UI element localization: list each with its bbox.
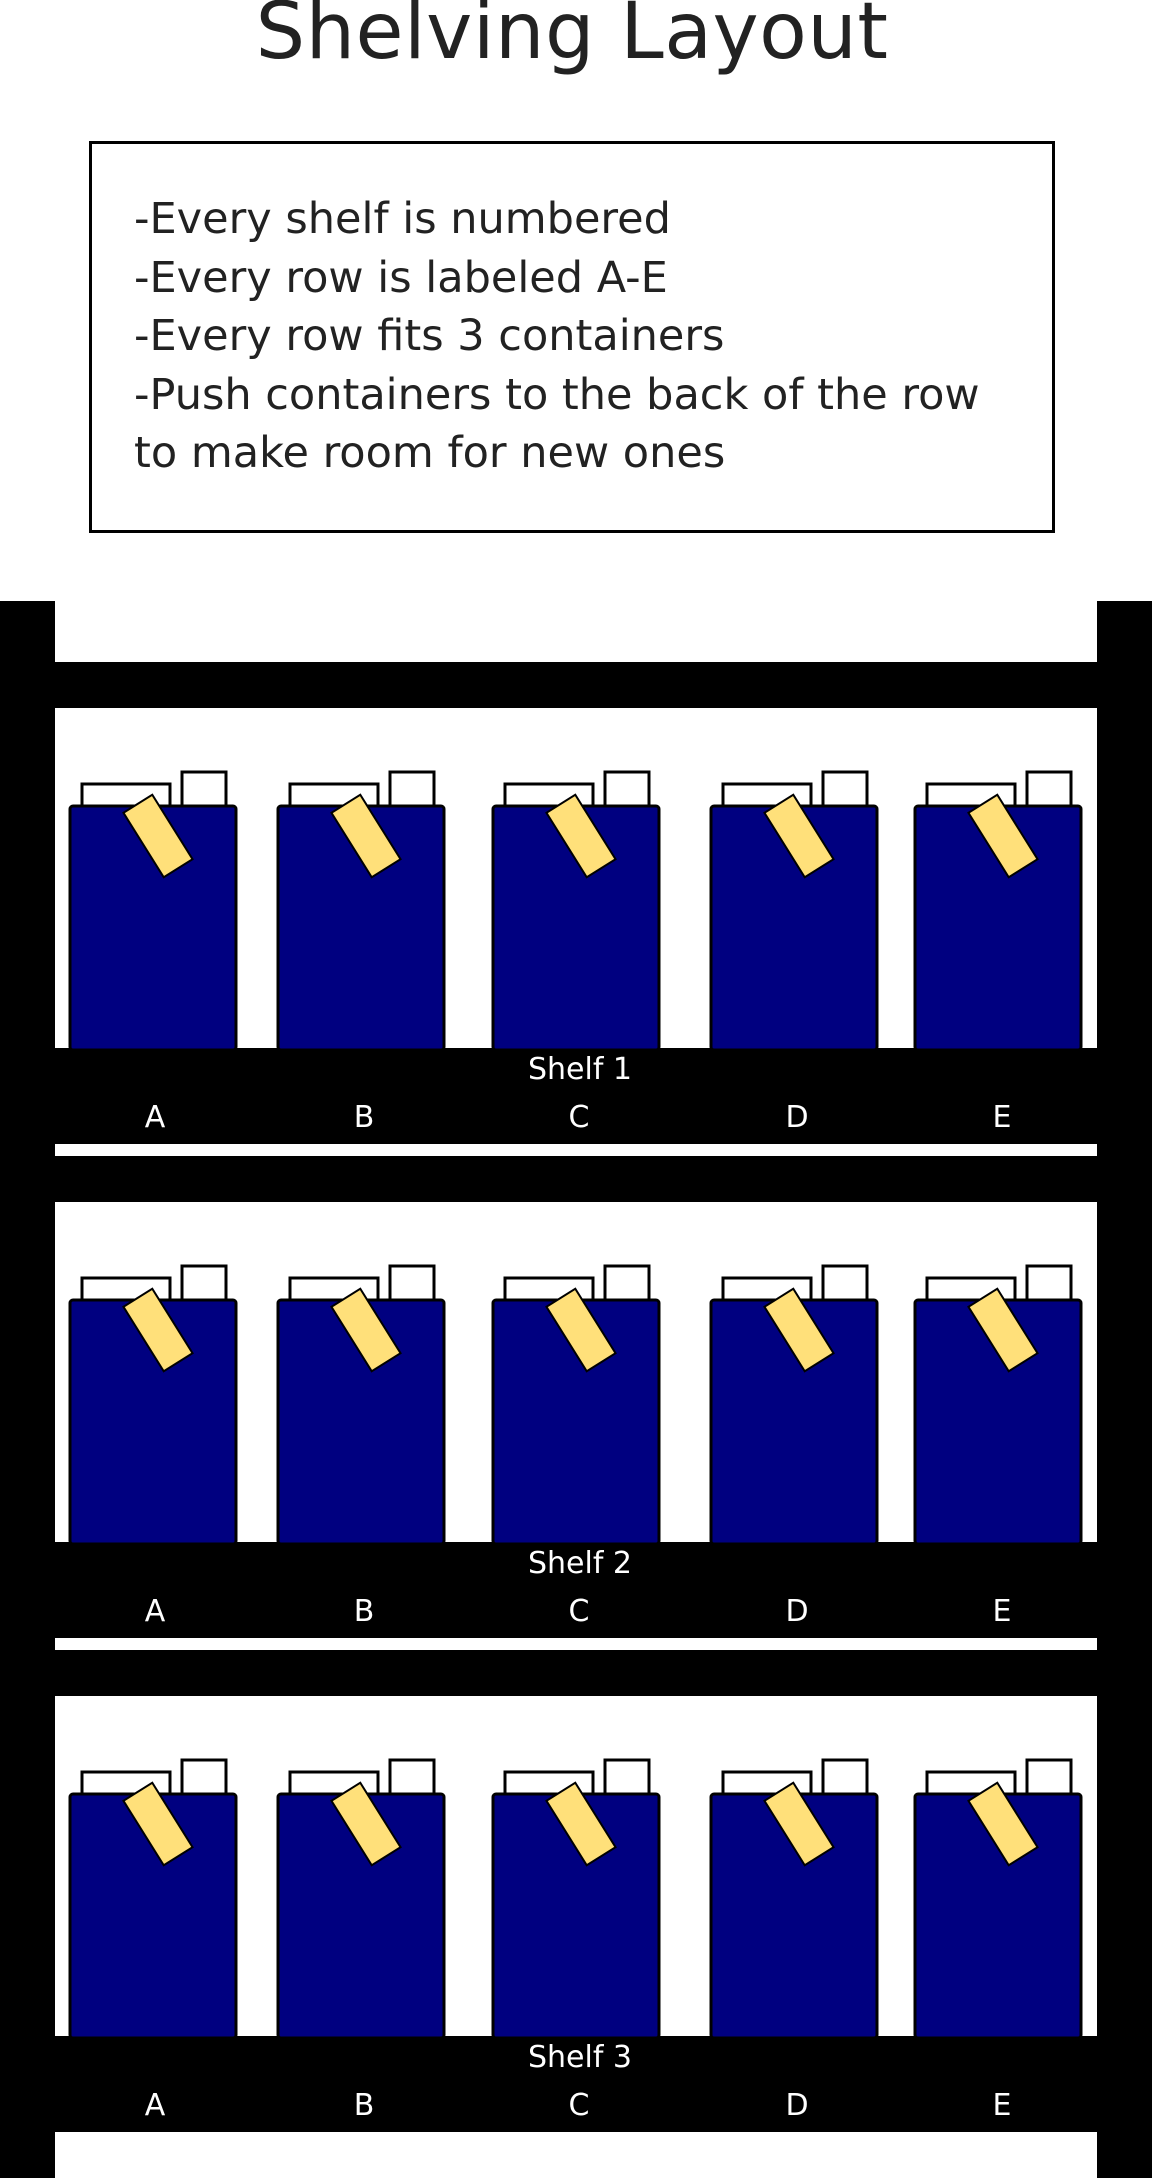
lid-tab-right [603, 1264, 651, 1302]
yellow-label-tag-icon [545, 793, 617, 879]
row-label-B: B [354, 1100, 375, 1135]
lid-tab-right [603, 1758, 651, 1796]
container-C [491, 1758, 661, 2040]
lid-tab-right [388, 1758, 436, 1796]
rule-item: -Every row fits 3 containers [134, 311, 725, 361]
yellow-label-tag-icon [967, 1287, 1039, 1373]
lid-tab-right [603, 770, 651, 808]
row-label-C: C [569, 1100, 590, 1135]
yellow-label-tag-icon [763, 1781, 835, 1867]
lid-tab-right [1025, 770, 1073, 808]
shelf-3: Shelf 3 A B C D E [55, 1650, 1097, 2132]
row-label-E: E [993, 2088, 1012, 2123]
container-A [68, 770, 238, 1052]
shelf-1: Shelf 1 A B C D E [55, 662, 1097, 1144]
container-E [913, 770, 1083, 1052]
row-label-A: A [145, 2088, 166, 2123]
yellow-label-tag-icon [330, 793, 402, 879]
shelf-label: Shelf 3 [528, 2040, 632, 2075]
lid-tab-right [180, 1758, 228, 1796]
page-title: Shelving Layout [255, 0, 889, 77]
lid-tab-right [821, 1758, 869, 1796]
shelf-base-beam [55, 1542, 1097, 1638]
row-label-C: C [569, 2088, 590, 2123]
rule-item: -Every row is labeled A-E [134, 252, 668, 303]
right-post [1097, 601, 1152, 2178]
yellow-label-tag-icon [763, 1287, 835, 1373]
row-label-A: A [145, 1100, 166, 1135]
row-label-D: D [785, 1594, 808, 1629]
rule-item: -Push containers to the back of the row [134, 369, 980, 420]
left-post [0, 601, 55, 2178]
container-D [709, 1758, 879, 2040]
lid-tab-right [388, 1264, 436, 1302]
lid-tab-right [388, 770, 436, 808]
row-label-C: C [569, 1594, 590, 1629]
container-C [491, 770, 661, 1052]
row-label-A: A [145, 1594, 166, 1629]
yellow-label-tag-icon [545, 1287, 617, 1373]
shelf-base-beam [55, 2036, 1097, 2132]
container-B [276, 770, 446, 1052]
container-C [491, 1264, 661, 1546]
shelf-label: Shelf 2 [528, 1546, 632, 1581]
yellow-label-tag-icon [967, 1781, 1039, 1867]
container-D [709, 1264, 879, 1546]
container-A [68, 1758, 238, 2040]
row-label-E: E [993, 1594, 1012, 1629]
rules-list: -Every shelf is numbered -Every row is l… [134, 190, 980, 483]
row-label-D: D [785, 1100, 808, 1135]
lid-tab-right [1025, 1758, 1073, 1796]
container-E [913, 1758, 1083, 2040]
yellow-label-tag-icon [545, 1781, 617, 1867]
yellow-label-tag-icon [763, 793, 835, 879]
shelf-base-beam [55, 1048, 1097, 1144]
row-label-B: B [354, 1594, 375, 1629]
row-label-B: B [354, 2088, 375, 2123]
lid-tab-right [821, 770, 869, 808]
lid-tab-right [180, 770, 228, 808]
lid-tab-right [180, 1264, 228, 1302]
yellow-label-tag-icon [122, 793, 194, 879]
yellow-label-tag-icon [330, 1781, 402, 1867]
lid-tab-right [1025, 1264, 1073, 1302]
row-label-E: E [993, 1100, 1012, 1135]
rule-item: to make room for new ones [134, 428, 726, 478]
yellow-label-tag-icon [330, 1287, 402, 1373]
rules-box: -Every shelf is numbered -Every row is l… [89, 141, 1055, 533]
yellow-label-tag-icon [122, 1287, 194, 1373]
lid-tab-right [821, 1264, 869, 1302]
shelf-top-beam [55, 662, 1097, 708]
container-B [276, 1758, 446, 2040]
rule-item: -Every shelf is numbered [134, 194, 671, 244]
shelf-top-beam [55, 1650, 1097, 1696]
shelf-label: Shelf 1 [528, 1052, 632, 1087]
container-D [709, 770, 879, 1052]
shelf-2: Shelf 2 A B C D E [55, 1156, 1097, 1638]
container-A [68, 1264, 238, 1546]
yellow-label-tag-icon [967, 793, 1039, 879]
yellow-label-tag-icon [122, 1781, 194, 1867]
row-label-D: D [785, 2088, 808, 2123]
shelf-top-beam [55, 1156, 1097, 1202]
container-B [276, 1264, 446, 1546]
container-E [913, 1264, 1083, 1546]
